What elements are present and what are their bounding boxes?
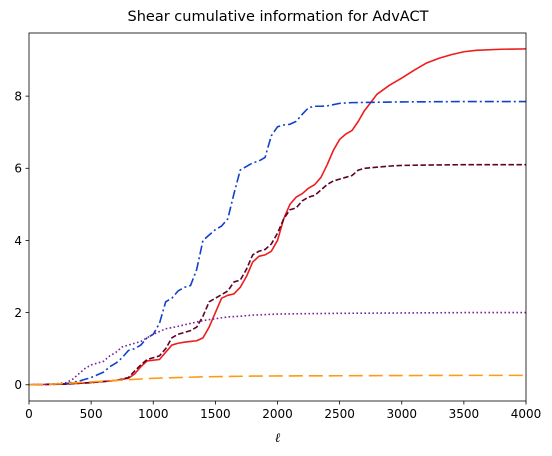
x-tick-label: 0 [25, 407, 33, 421]
x-axis: 0 500 1000 1500 2000 2500 3000 3500 4000 [25, 401, 541, 421]
x-tick-label: 2000 [262, 407, 293, 421]
series-line-4 [28, 311, 526, 386]
x-tick-label: 500 [80, 407, 103, 421]
series-line-3 [28, 163, 526, 386]
series-line-1 [28, 48, 527, 386]
x-tick-label: 1500 [200, 407, 231, 421]
series-layer [28, 48, 527, 386]
y-tick-label: 0 [14, 378, 22, 392]
chart-title: Shear cumulative information for AdvACT [128, 9, 429, 25]
y-tick-label: 4 [14, 234, 22, 248]
series-line-5 [28, 374, 526, 386]
y-axis: 0 2 4 6 8 [14, 89, 29, 392]
plot-frame [28, 32, 527, 402]
y-tick-label: 2 [14, 306, 22, 320]
y-tick-label: 8 [14, 89, 22, 103]
x-axis-label: ℓ [275, 431, 281, 446]
x-tick-label: 3500 [449, 407, 480, 421]
x-tick-label: 2500 [324, 407, 355, 421]
y-tick-label: 6 [14, 162, 22, 176]
x-tick-label: 4000 [511, 407, 542, 421]
series-line-2 [28, 100, 526, 386]
x-tick-label: 1000 [138, 407, 169, 421]
x-tick-label: 3000 [386, 407, 417, 421]
